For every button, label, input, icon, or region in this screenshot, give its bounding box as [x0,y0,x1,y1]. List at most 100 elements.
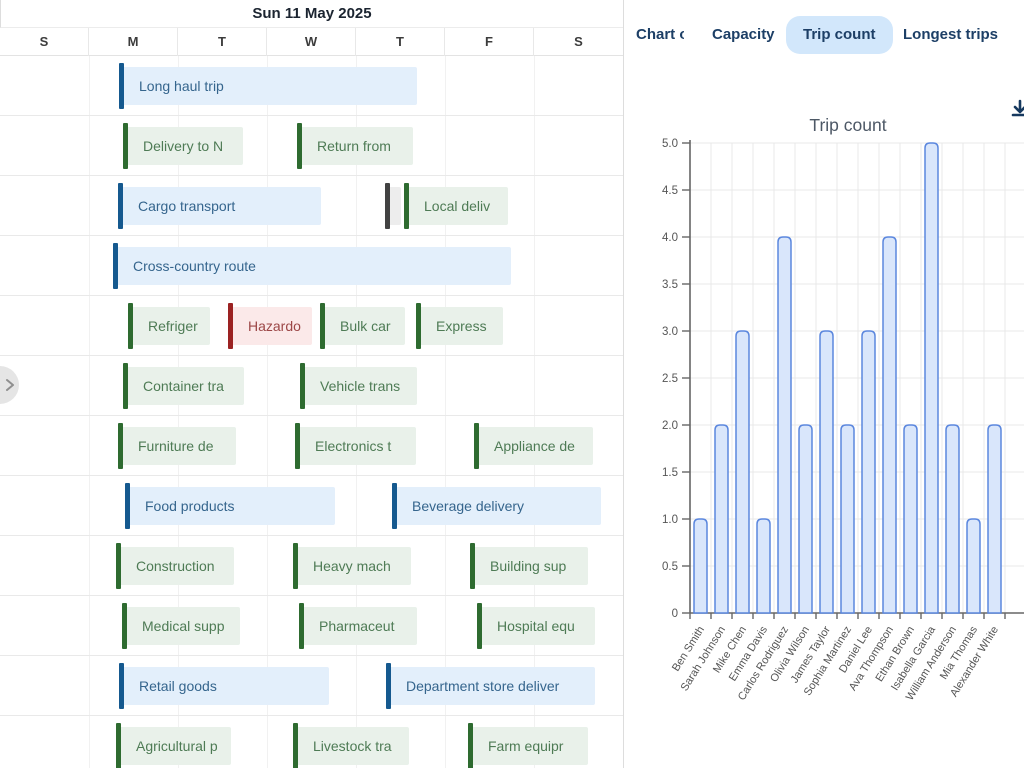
trip-bar[interactable]: Livestock tra [293,723,409,768]
trip-bar[interactable]: Department store deliver [386,663,595,709]
chart-bar[interactable] [882,236,897,614]
trip-bar-label: Cross-country route [133,258,256,274]
chart-bar[interactable] [861,330,876,614]
calendar-row-7: Furniture de Electronics t Appliance de [0,416,623,476]
trip-bar[interactable]: Beverage delivery [392,483,601,529]
trip-bar-edge [474,423,479,469]
column-gridline [89,56,90,768]
trip-bar-edge [293,723,298,768]
trip-bar-label: Food products [145,498,235,514]
trip-bar[interactable]: Local deliv [404,183,508,229]
trip-bar[interactable]: Heavy mach [293,543,411,589]
expand-sidebar-handle[interactable] [0,366,19,404]
trip-bar-label: Cargo transport [138,198,236,214]
column-gridline [178,56,179,768]
trip-bar[interactable]: Hospital equ [477,603,595,649]
trip-bar-label: Retail goods [139,678,217,694]
chart-bar[interactable] [840,424,855,614]
trip-bar[interactable]: Vehicle trans [300,363,417,409]
trip-bar[interactable]: Express [416,303,503,349]
trip-bar[interactable]: Medical supp [122,603,240,649]
trip-bar-label: Agricultural p [136,738,218,754]
calendar-row-4: Cross-country route [0,236,623,296]
chart-bar[interactable] [693,518,708,614]
day-header-cell-6: S [574,34,583,49]
trip-bar-edge [122,603,127,649]
trip-bar[interactable]: Delivery to N [123,123,243,169]
chart-bar[interactable] [924,142,939,614]
day-header-cell-1: M [89,28,178,56]
chart-title: Trip count [809,115,886,135]
chart-bar[interactable] [714,424,729,614]
y-tick-label: 1.0 [662,514,678,526]
day-header-cell-0: S [0,28,89,56]
day-header-cell-4: T [356,28,445,56]
trip-bar-edge [416,303,421,349]
trip-bar[interactable]: Long haul trip [119,63,417,109]
chart-panel: Chart o Capacity Trip count Longest trips T… [625,0,1024,768]
trip-bar[interactable]: Appliance de [474,423,593,469]
trip-bar-edge [113,243,118,289]
chart-tabs: Chart o Capacity Trip count Longest trips [625,0,1024,60]
day-header-cell-2: T [178,28,267,56]
trip-bar[interactable]: Farm equipr [468,723,588,768]
calendar-row-1: Long haul trip [0,56,623,116]
trip-bar-edge [116,723,121,768]
chart-bar[interactable] [903,424,918,614]
trip-bar-edge [119,663,124,709]
calendar-row-9: Construction Heavy mach Building sup [0,536,623,596]
calendar-row-8: Food products Beverage delivery [0,476,623,536]
chart-bar[interactable] [735,330,750,614]
chart-bar[interactable] [819,330,834,614]
trip-bar-edge [295,423,300,469]
trip-bar[interactable]: Pharmaceut [299,603,417,649]
trip-bar[interactable]: Cargo transport [118,183,321,229]
y-tick-label: 2.5 [662,373,678,385]
tab-capacity[interactable]: Capacity [712,26,775,43]
y-tick-label: 3.0 [662,326,678,338]
chart-bar[interactable] [987,424,1002,614]
trip-bar-edge [118,183,123,229]
tab-trip-count[interactable]: Trip count [786,16,893,54]
trip-bar[interactable]: Hazardo [228,303,312,349]
tab-longest-trips[interactable]: Longest trips [903,26,999,43]
chart-bar[interactable] [756,518,771,614]
trip-bar[interactable]: Construction [116,543,234,589]
y-tick-label: 0 [672,608,678,620]
calendar-row-12: Agricultural p Livestock tra Farm equipr [0,716,623,768]
download-icon[interactable] [1011,99,1024,117]
trip-bar[interactable]: Container tra [123,363,244,409]
trip-bar-edge [386,663,391,709]
trip-bar[interactable]: Furniture de [118,423,236,469]
trip-bar[interactable]: Return from [297,123,413,169]
trip-bar[interactable]: Cross-country route [113,243,511,289]
trip-bar-label: Furniture de [138,438,214,454]
trip-bar-label: Appliance de [494,438,575,454]
trip-bar[interactable]: Food products [125,483,335,529]
trip-bar[interactable]: Bulk car [320,303,405,349]
tab-chart-options[interactable]: Chart o [636,26,684,43]
y-tick-label: 3.5 [662,279,678,291]
trip-bar[interactable]: Refriger [128,303,210,349]
trip-bar[interactable]: Electronics t [295,423,416,469]
chart-bar[interactable] [798,424,813,614]
trip-bar-edge [468,723,473,768]
trip-bar[interactable]: Building sup [470,543,588,589]
trip-bar[interactable]: Retail goods [119,663,329,709]
trip-bar[interactable]: Agricultural p [116,723,231,768]
trip-bar-label: Livestock tra [313,738,392,754]
trip-bar-label: Bulk car [340,318,391,334]
y-tick-label: 4.5 [662,185,678,197]
calendar-date-title: Sun 11 May 2025 [0,0,623,28]
trip-bar-label: Pharmaceut [319,618,395,634]
trip-bar-label: Express [436,318,487,334]
trip-bar-label: Electronics t [315,438,392,454]
trip-bar-label: Building sup [490,558,567,574]
chart-bar[interactable] [966,518,981,614]
trip-bar[interactable] [385,183,401,229]
chart-bar[interactable] [777,236,792,614]
chevron-right-icon [5,379,14,391]
chart-bar[interactable] [945,424,960,614]
